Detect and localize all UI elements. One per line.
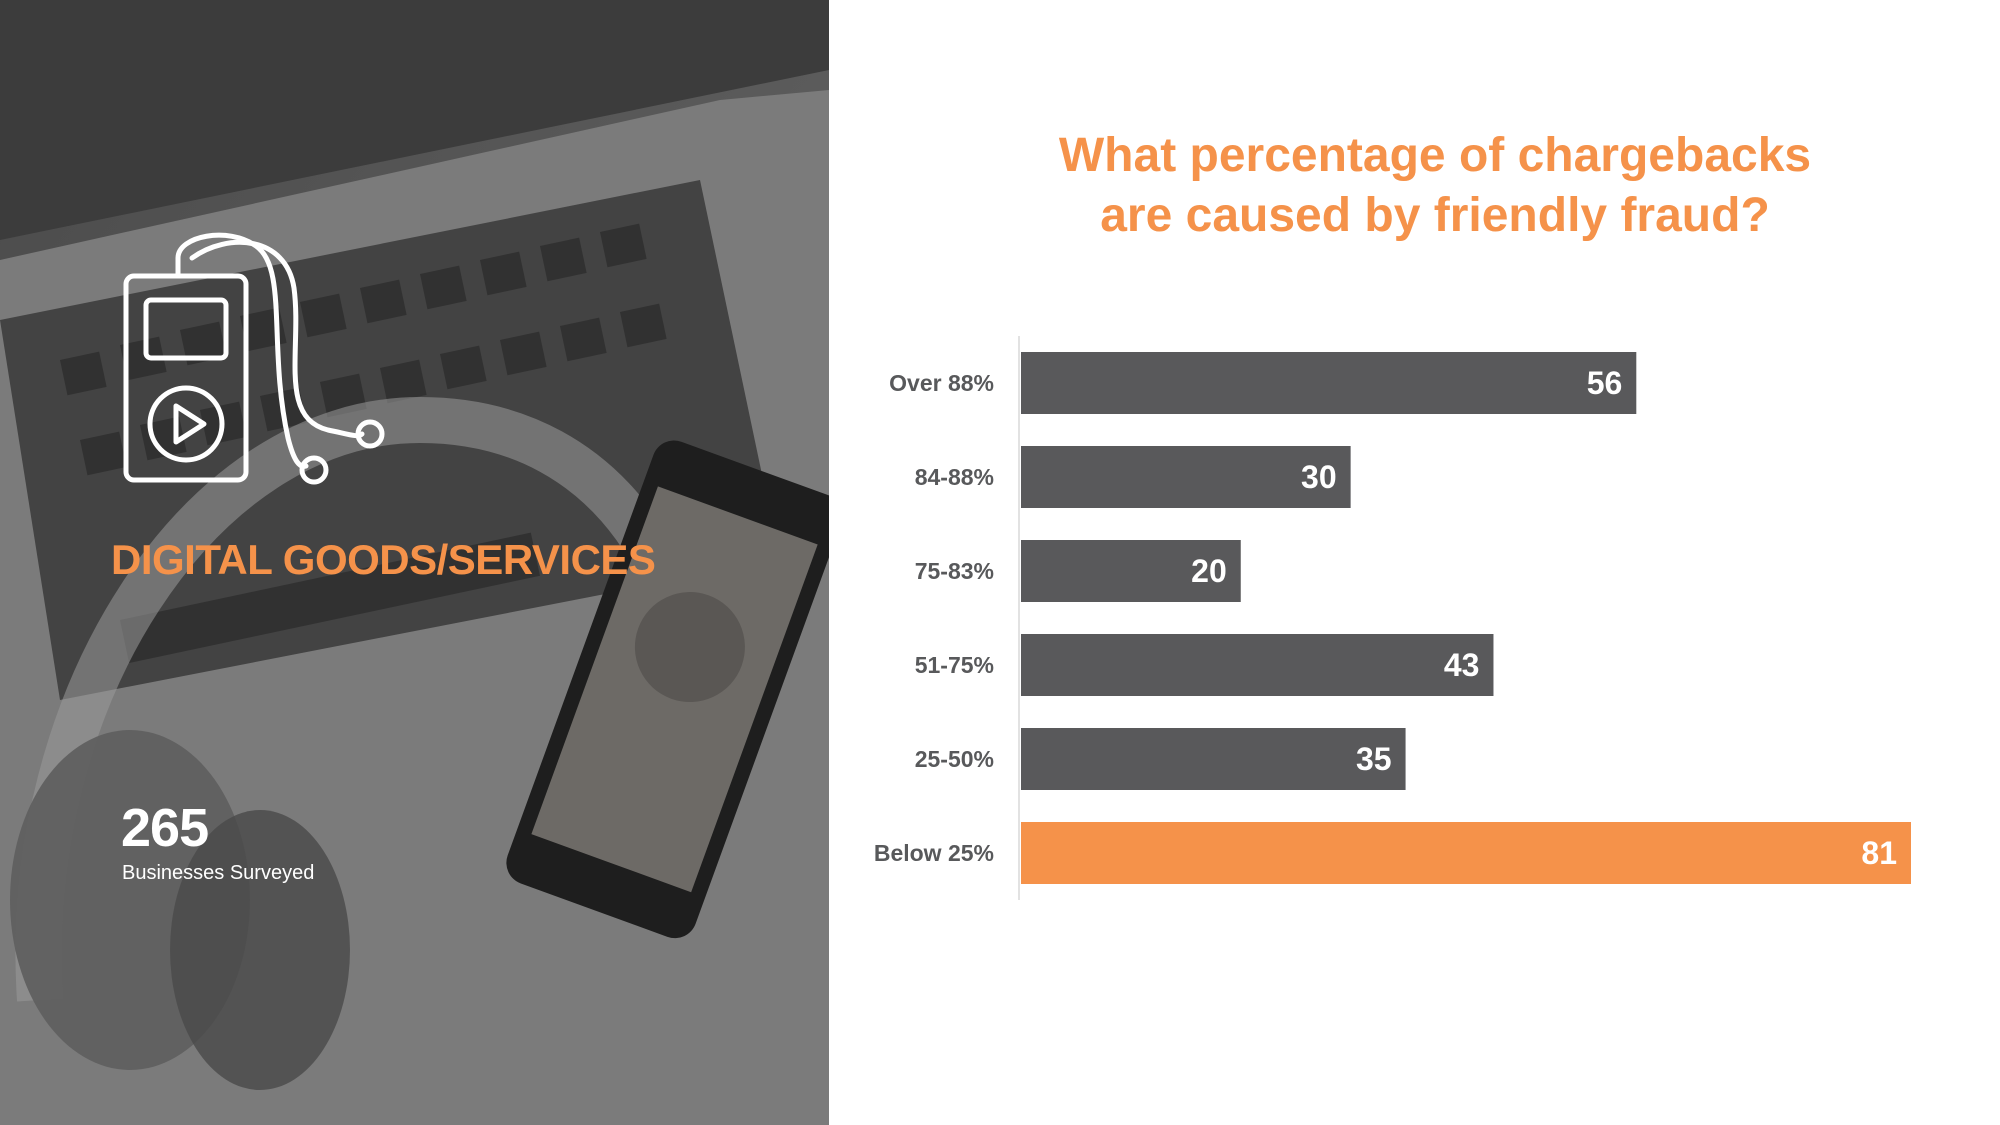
survey-count-label: Businesses Surveyed xyxy=(122,862,315,884)
laptop-headphones-photo xyxy=(0,0,829,1125)
survey-count: 265 xyxy=(121,798,209,858)
value-label-1: 30 xyxy=(1301,459,1337,495)
hero-photo-panel: DIGITAL GOODS/SERVICES 265 Businesses Su… xyxy=(0,0,829,1125)
category-label-3: 51-75% xyxy=(915,652,994,678)
bar-5 xyxy=(1021,822,1911,884)
bar-1 xyxy=(1021,446,1351,508)
category-label-1: 84-88% xyxy=(915,464,994,490)
chart-title-line-2: are caused by friendly fraud? xyxy=(1100,189,1770,242)
chart-title: What percentage of chargebacks are cause… xyxy=(960,126,1910,246)
music-player-icon xyxy=(123,232,385,485)
bar-3 xyxy=(1021,634,1494,696)
category-title: DIGITAL GOODS/SERVICES xyxy=(111,536,656,583)
chart-title-line-1: What percentage of chargebacks xyxy=(1058,129,1812,182)
bar-2 xyxy=(1021,540,1241,602)
bar-4 xyxy=(1021,728,1406,790)
value-label-3: 43 xyxy=(1444,647,1480,683)
bar-chart: Over 88% 56 84-88% 30 75-83% 20 51-75% 43 25-50%… xyxy=(874,336,1911,900)
value-label-4: 35 xyxy=(1356,741,1392,777)
value-label-2: 20 xyxy=(1191,553,1227,589)
category-label-5: Below 25% xyxy=(874,840,994,866)
category-label-0: Over 88% xyxy=(889,370,994,396)
bar-0 xyxy=(1021,352,1637,414)
category-label-2: 75-83% xyxy=(915,558,994,584)
value-label-5: 81 xyxy=(1861,835,1897,871)
category-label-4: 25-50% xyxy=(915,746,994,772)
value-label-0: 56 xyxy=(1587,365,1623,401)
